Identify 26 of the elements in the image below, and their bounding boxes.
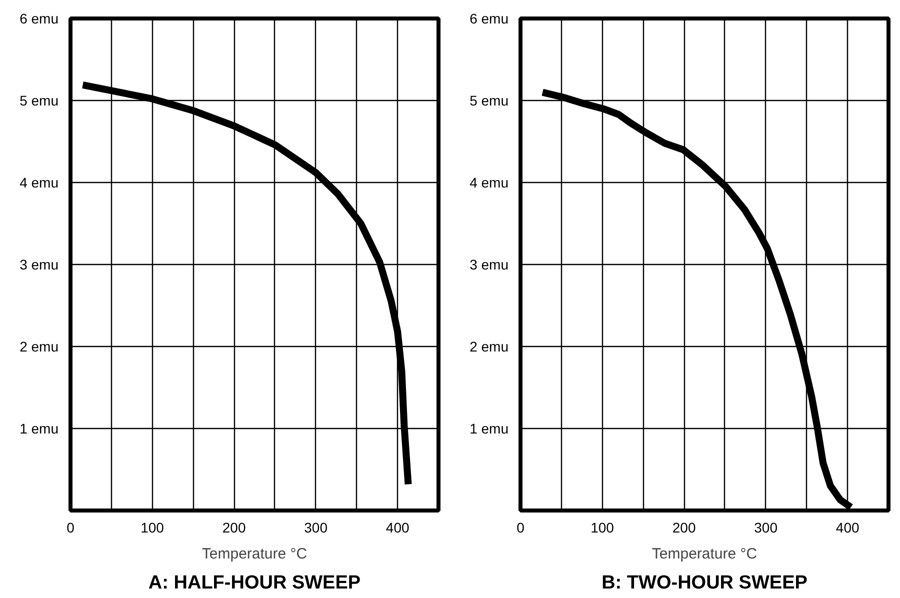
y-tick-label: 5 emu (20, 92, 59, 108)
x-axis-title: Temperature °C (202, 546, 308, 562)
x-tick-label: 300 (754, 520, 778, 536)
text: A: HALF-HOUR SWEEP (148, 572, 361, 594)
x-tick-label: 100 (140, 520, 164, 536)
x-tick-label: 200 (672, 520, 696, 536)
text: B: TWO-HOUR SWEEP (602, 572, 808, 594)
y-tick-label: 2 emu (470, 338, 509, 354)
x-tick-label: 100 (590, 520, 614, 536)
y-tick-label: 6 emu (470, 10, 509, 26)
x-tick-label: 400 (386, 520, 410, 536)
y-tick-label: 5 emu (470, 92, 509, 108)
x-axis-title: Temperature °C (652, 546, 758, 562)
y-tick-label: 6 emu (20, 10, 59, 26)
y-tick-label: 4 emu (470, 174, 509, 190)
y-tick-label: 2 emu (20, 338, 59, 354)
y-tick-label: 1 emu (20, 420, 59, 436)
y-tick-label: 3 emu (470, 256, 509, 272)
x-tick-label: 400 (836, 520, 860, 536)
y-tick-label: 1 emu (470, 420, 509, 436)
x-tick-label: 0 (516, 520, 525, 536)
x-tick-label: 200 (222, 520, 246, 536)
x-tick-label: 0 (66, 520, 75, 536)
x-tick-label: 300 (304, 520, 328, 536)
y-tick-label: 4 emu (20, 174, 59, 190)
y-tick-label: 3 emu (20, 256, 59, 272)
